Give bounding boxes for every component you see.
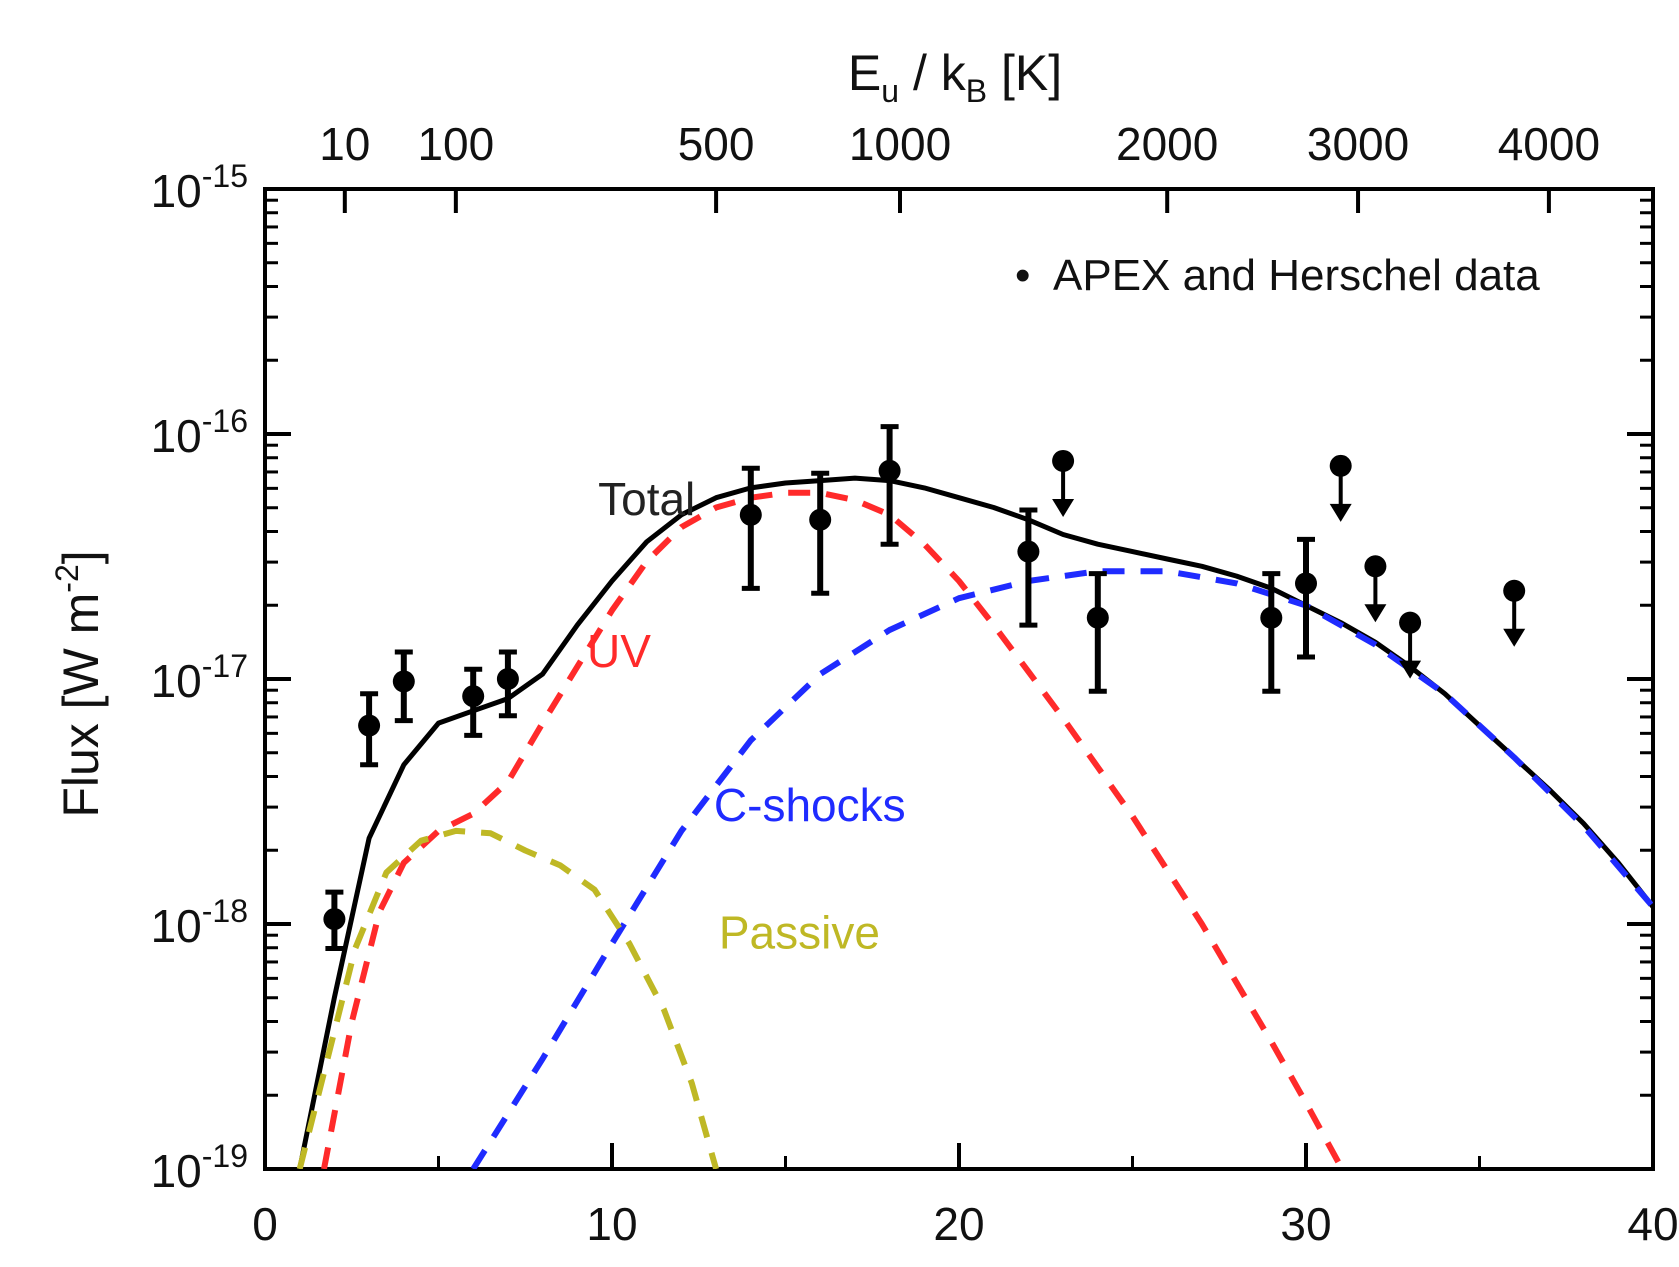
series-label-total: Total [598,473,695,525]
top-tick-label: 1000 [849,118,951,170]
top-tick-label: 10 [319,118,370,170]
data-point [1017,507,1040,628]
top-tick-label: 4000 [1498,118,1600,170]
data-marker [1260,606,1283,629]
observed-data [323,424,1526,951]
data-point [496,649,519,719]
data-point [358,691,381,768]
labels: 10-15 10-16 10-17 10-18 10-190 10 20 30 40 10 100 5… [151,118,1679,1250]
top-tick-label: 3000 [1307,118,1409,170]
y-tick-label: 10-18 [151,893,248,952]
data-point [1295,536,1317,660]
y-tick-label: 10-17 [151,648,248,707]
top-axis-title: Eu / kB [K] [848,45,1062,109]
upper-limit [1052,449,1075,517]
data-point [878,424,901,547]
y-tick-label: 10-16 [151,403,248,462]
series-total-curve [297,475,1653,1169]
legend-text: APEX and Herschel data [1053,251,1540,300]
down-arrow-icon [1503,628,1526,647]
upper-limit [1503,579,1526,647]
upper-limit [1364,555,1387,623]
data-marker [358,714,381,737]
top-tick-label: 2000 [1116,118,1218,170]
data-marker [392,670,415,693]
data-point [1260,571,1283,694]
top-tick-label: 100 [417,118,494,170]
data-marker [496,668,519,690]
y-axis-title: Flux [W m-2] [49,550,109,817]
data-point [1086,571,1109,694]
data-marker [462,685,485,708]
series-passive-curve [296,827,719,1169]
series-label-uv: UV [587,625,651,677]
series-uv-curve [321,489,1346,1169]
x-tick-label: 0 [252,1198,278,1250]
down-arrow-icon [1364,604,1387,623]
upper-limit [1399,611,1422,679]
y-tick-label: 10-19 [151,1138,248,1197]
x-tick-label: 10 [586,1198,637,1250]
down-arrow-icon [1329,503,1352,522]
series-label-c-shocks: C-shocks [714,779,906,831]
data-point [392,649,415,724]
data-point [323,889,346,951]
data-marker [1017,540,1040,563]
data-marker [739,503,762,526]
data-point [809,470,832,596]
series-c-shocks-curve [470,568,1653,1169]
data-marker [878,459,901,482]
x-tick-label: 40 [1627,1198,1678,1250]
model-curves [296,475,1653,1169]
series-label-passive: Passive [719,907,880,959]
legend-marker: • [1015,251,1030,300]
down-arrow-icon [1052,498,1075,517]
axis-ticks [263,187,1655,1171]
x-tick-label: 20 [933,1198,984,1250]
data-marker [1295,572,1317,595]
data-point [739,465,762,591]
down-arrow-icon [1399,660,1422,679]
data-marker [809,508,832,531]
data-marker [1086,606,1109,629]
y-tick-label: 10-15 [151,158,248,217]
top-tick-label: 500 [678,118,755,170]
data-marker [323,908,346,931]
data-point [462,666,485,738]
upper-limit [1329,454,1352,522]
x-tick-label: 30 [1280,1198,1331,1250]
